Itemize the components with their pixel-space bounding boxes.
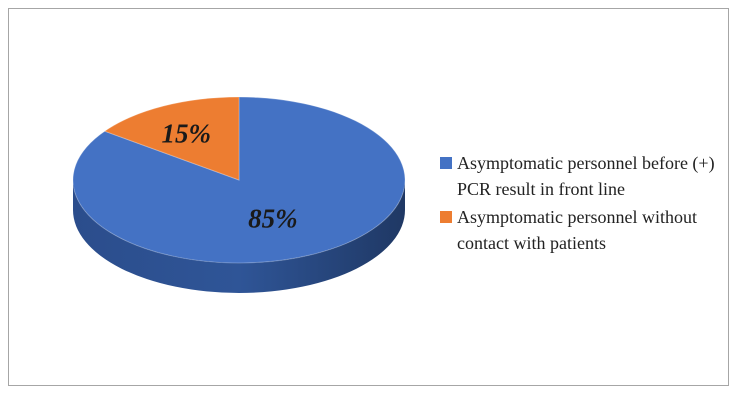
data-label: 15%	[161, 118, 211, 148]
legend-swatch	[440, 211, 452, 223]
data-label: 85%	[248, 203, 298, 233]
frame	[8, 8, 729, 386]
slice	[72, 96, 406, 264]
legend: Asymptomatic personnel before (+) PCR re…	[440, 150, 720, 258]
legend-item: Asymptomatic personnel before (+) PCR re…	[440, 150, 720, 202]
slice	[103, 96, 240, 181]
slice-side	[73, 180, 405, 293]
legend-swatch	[440, 157, 452, 169]
legend-item: Asymptomatic personnel without contact w…	[440, 204, 720, 256]
legend-label: Asymptomatic personnel without contact w…	[457, 207, 697, 253]
legend-label: Asymptomatic personnel before (+) PCR re…	[457, 153, 715, 199]
